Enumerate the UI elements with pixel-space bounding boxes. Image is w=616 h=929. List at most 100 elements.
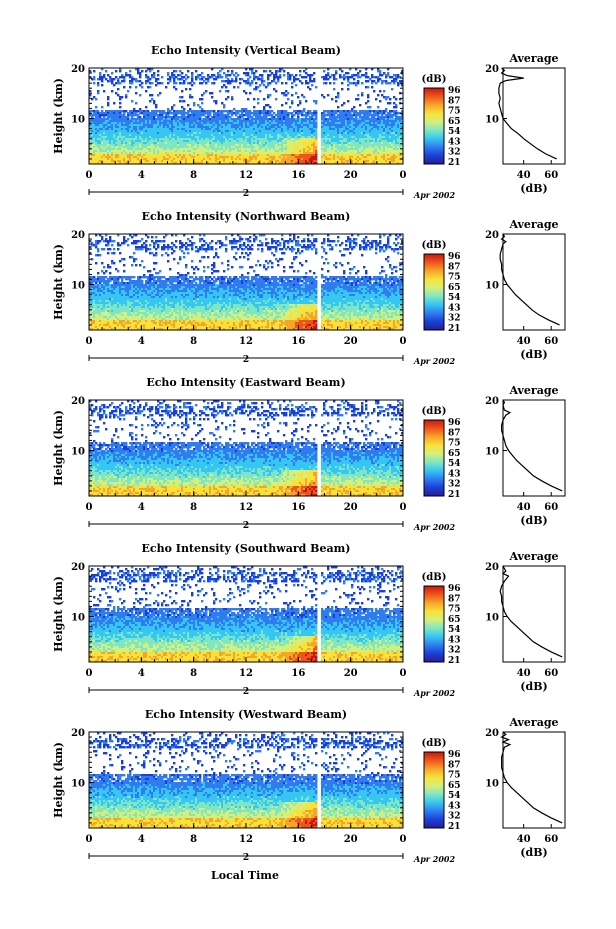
heatmap-cell — [113, 140, 116, 143]
heatmap-cell — [205, 148, 208, 151]
heatmap-cell — [387, 122, 390, 125]
heatmap-cell — [195, 114, 198, 117]
heatmap-cell — [185, 136, 188, 139]
heatmap-cell — [351, 128, 354, 131]
heatmap-cell — [365, 130, 368, 133]
heatmap-cell — [139, 76, 142, 79]
heatmap-cell — [285, 114, 288, 117]
heatmap-cell — [213, 150, 216, 153]
heatmap-cell — [145, 148, 148, 151]
heatmap-cell — [383, 150, 386, 153]
heatmap-cell — [373, 130, 376, 133]
heatmap-cell — [181, 142, 184, 145]
heatmap-cell — [113, 152, 116, 155]
avg-x-tick-label: 60 — [544, 170, 558, 181]
heatmap-cell — [303, 76, 306, 79]
heatmap-cell — [175, 144, 178, 147]
heatmap-cell — [181, 144, 184, 147]
heatmap-cell — [247, 80, 250, 83]
heatmap-cell — [347, 148, 350, 151]
heatmap-cell — [235, 110, 238, 113]
heatmap-cell — [119, 132, 122, 135]
heatmap-cell — [235, 150, 238, 153]
heatmap-cell — [129, 130, 132, 133]
heatmap-cell — [283, 128, 286, 131]
heatmap-cell — [395, 148, 398, 151]
heatmap-cell — [385, 130, 388, 133]
date-label: Apr 2002 — [413, 190, 456, 200]
heatmap-cell — [327, 124, 330, 127]
heatmap-cell — [107, 124, 110, 127]
heatmap-cell — [271, 138, 274, 141]
heatmap-cell — [259, 126, 262, 129]
heatmap-cell — [277, 146, 280, 149]
heatmap-cell — [283, 122, 286, 125]
heatmap-cell — [163, 120, 166, 123]
heatmap-cell — [195, 148, 198, 151]
heatmap-cell — [127, 132, 130, 135]
heatmap-cell — [151, 120, 154, 123]
heatmap-cell — [139, 110, 142, 113]
heatmap-cell — [281, 134, 284, 137]
heatmap-cell — [137, 154, 140, 157]
heatmap-cell — [339, 130, 342, 133]
heatmap-cell — [331, 150, 334, 153]
heatmap-cell — [385, 118, 388, 121]
heatmap-cell — [167, 110, 170, 113]
heatmap-cell — [117, 118, 120, 121]
heatmap-cell — [199, 118, 202, 121]
heatmap-cell — [111, 130, 114, 133]
heatmap-cell — [143, 132, 146, 135]
heatmap-cell — [383, 80, 386, 83]
heatmap-cell — [145, 112, 148, 115]
heatmap-cell — [167, 74, 170, 77]
heatmap-cell — [105, 146, 108, 149]
heatmap-cell — [395, 110, 398, 113]
heatmap-cell — [253, 78, 256, 81]
heatmap-cell — [257, 144, 260, 147]
heatmap-cell — [239, 124, 242, 127]
heatmap-cell — [99, 122, 102, 125]
heatmap-cell — [173, 122, 176, 125]
heatmap-cell — [221, 140, 224, 143]
heatmap-cell — [99, 126, 102, 129]
heatmap-cell — [97, 134, 100, 137]
heatmap-cell — [233, 80, 236, 83]
heatmap-cell — [193, 128, 196, 131]
heatmap-cell — [175, 130, 178, 133]
heatmap-cell — [345, 112, 348, 115]
heatmap-cell — [209, 152, 212, 155]
heatmap-cell — [171, 116, 174, 119]
heatmap-cell — [393, 102, 396, 105]
heatmap-cell — [141, 126, 144, 129]
heatmap-cell — [223, 144, 226, 147]
heatmap-cell — [159, 148, 162, 151]
heatmap-cell — [179, 128, 182, 131]
heatmap-cell — [341, 150, 344, 153]
heatmap-cell — [179, 146, 182, 149]
heatmap-cell — [139, 94, 142, 97]
heatmap-cell — [97, 116, 100, 119]
heatmap-cell — [161, 138, 164, 141]
heatmap-cell — [225, 110, 228, 113]
heatmap-cell — [351, 114, 354, 117]
heatmap-cell — [283, 110, 286, 113]
heatmap-cell — [237, 142, 240, 145]
heatmap-cell — [111, 126, 114, 129]
heatmap-cell — [329, 150, 332, 153]
heatmap-cell — [143, 128, 146, 131]
heatmap-cell — [175, 240, 178, 243]
heatmap-cell — [99, 124, 102, 127]
heatmap-cell — [113, 122, 116, 125]
heatmap-cell — [375, 138, 378, 141]
heatmap-cell — [395, 124, 398, 127]
heatmap-cell — [209, 128, 212, 131]
heatmap-cell — [387, 68, 390, 71]
colorbar-tick-label: 43 — [448, 137, 461, 147]
heatmap-cell — [363, 110, 366, 113]
heatmap-cell — [287, 134, 290, 137]
heatmap-cell — [353, 148, 356, 151]
heatmap-cell — [117, 132, 120, 135]
heatmap-cell — [247, 130, 250, 133]
heatmap-cell — [225, 142, 228, 145]
